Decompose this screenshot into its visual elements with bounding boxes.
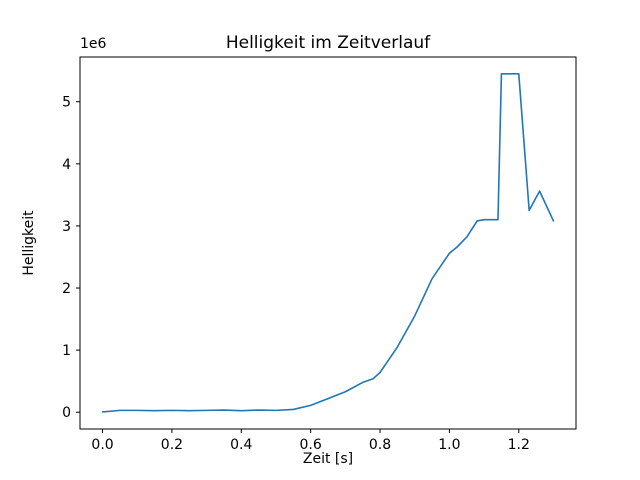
y-axis-tick-labels: 0 1 2 3 4 5	[62, 95, 71, 422]
x-tick-label: 0.8	[369, 437, 391, 453]
brightness-series-line	[101, 72, 555, 413]
x-tick-label: 1.0	[438, 437, 460, 453]
y-tick-label: 1	[62, 343, 71, 359]
x-tick-label: 1.2	[508, 437, 530, 453]
plot-area-frame	[79, 56, 577, 430]
x-tick-label: 0.4	[230, 437, 252, 453]
x-tick-label: 0.0	[91, 437, 113, 453]
y-tick-label: 2	[62, 281, 71, 297]
y-tick-label: 0	[62, 405, 71, 421]
y-tick-label: 3	[62, 219, 71, 235]
chart-title: Helligkeit im Zeitverlauf	[226, 33, 431, 53]
x-tick-label: 0.6	[300, 437, 322, 453]
x-axis-tick-labels: 0.0 0.2 0.4 0.6 0.8 1.0 1.2	[91, 437, 529, 453]
x-axis-label: Zeit [s]	[303, 451, 353, 467]
y-tick-label: 5	[62, 95, 71, 111]
x-axis-ticks	[102, 429, 520, 433]
y-tick-label: 4	[62, 157, 71, 173]
y-axis-label: Helligkeit	[21, 210, 37, 276]
x-tick-label: 0.2	[161, 437, 183, 453]
y-axis-ticks	[76, 101, 80, 413]
y-axis-offset-label: 1e6	[80, 36, 107, 52]
